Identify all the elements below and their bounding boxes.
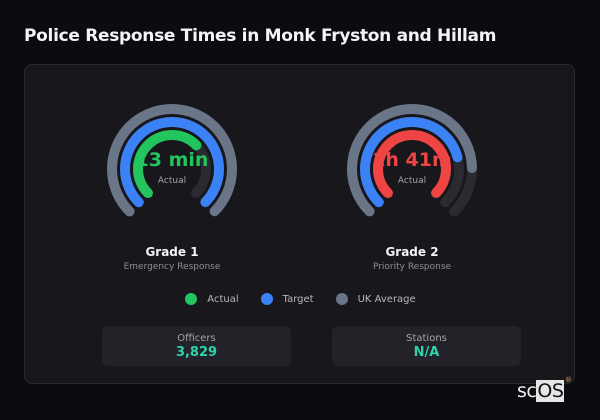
stat-value: 3,829 <box>175 345 218 360</box>
legend-dot-icon <box>335 293 348 305</box>
page-title: Police Response Times in Monk Fryston an… <box>24 26 497 46</box>
legend-item-target[interactable]: Target <box>260 293 314 305</box>
response-times-card: 13 min Actual Grade 1 Emergency Response… <box>24 64 575 384</box>
radial-bars-grade-2 <box>347 104 477 217</box>
gauge-label: Actual <box>157 176 187 186</box>
legend-dot-icon <box>260 293 273 305</box>
gauge-title: Grade 1 <box>145 245 199 259</box>
brand-logo: scOS ® <box>517 376 572 402</box>
stat-stations: Stations N/A <box>332 326 521 366</box>
gauge-value: 13 min <box>135 149 209 171</box>
legend-item-actual[interactable]: Actual <box>185 293 239 305</box>
stat-label: Officers <box>177 333 216 344</box>
gauge-title: Grade 2 <box>385 245 439 259</box>
gauge-value: 1h 41m <box>372 149 452 171</box>
chart-legend: Actual Target UK Average <box>25 293 576 305</box>
gauge-grade-2: 1h 41m Actual <box>342 99 482 239</box>
stat-officers: Officers 3,829 <box>102 326 291 366</box>
gauge-grade-1: 13 min Actual <box>102 99 242 239</box>
gauge-subtitle: Emergency Response <box>123 262 221 272</box>
stat-value: N/A <box>413 345 440 360</box>
radial-bars-grade-1 <box>107 104 237 217</box>
gauge-subtitle: Priority Response <box>372 262 452 272</box>
stat-label: Stations <box>406 333 447 344</box>
gauge-label: Actual <box>397 176 427 186</box>
legend-item-uk-average[interactable]: UK Average <box>335 293 416 305</box>
legend-dot-icon <box>185 293 198 305</box>
